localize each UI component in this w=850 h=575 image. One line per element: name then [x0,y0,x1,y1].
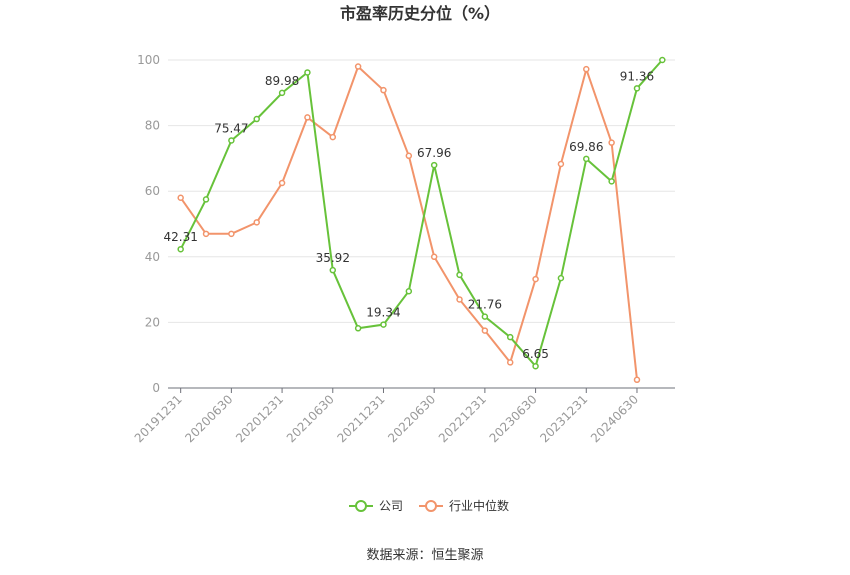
data-point [202,230,210,238]
data-point [278,179,286,187]
series-line [179,59,664,368]
data-point [532,362,539,370]
data-point [304,114,311,121]
axes: 0204060801002019123120200630202012312021… [132,53,675,445]
data-point [380,321,387,328]
data-point [481,327,489,334]
y-tick-label: 100 [137,53,160,67]
x-tick-label: 20240630 [588,392,641,445]
x-tick-label: 20231231 [537,392,590,445]
y-tick-label: 60 [145,184,160,198]
data-point [329,133,337,141]
legend-marker [425,500,437,512]
data-point [304,69,311,76]
data-label: 21.76 [468,298,502,312]
gridlines [168,59,675,323]
legend-marker [355,500,367,512]
data-point [177,245,184,253]
x-tick-label: 20201231 [233,392,286,445]
chart-title: 市盈率历史分位（%） [340,4,500,23]
data-point [583,155,590,163]
x-tick-label: 20220630 [385,392,438,445]
data-point [202,196,210,203]
source-note: 数据来源：恒生聚源 [366,548,483,563]
data-label: 19.34 [366,306,400,320]
data-label: 69.86 [569,140,603,154]
data-label: 75.47 [214,121,248,135]
data-point [557,160,565,168]
y-tick-label: 40 [145,250,160,264]
data-label: 67.96 [417,146,451,160]
data-point [177,194,184,202]
data-point [354,325,362,332]
x-tick-label: 20191231 [132,392,185,445]
data-point [557,274,565,282]
data-point [253,219,260,226]
data-point [506,333,514,341]
data-point [253,115,260,123]
data-point [608,139,615,146]
y-tick-label: 0 [152,381,160,395]
data-point [532,275,539,283]
legend: 公司 行业中位数 [349,498,509,513]
data-point [405,152,413,160]
x-tick-label: 20210630 [284,392,337,445]
data-point [228,137,235,144]
x-tick-label: 20200630 [182,392,235,445]
data-point [583,65,590,73]
series-line [179,65,638,380]
x-tick-label: 20230630 [487,392,540,445]
data-point [329,266,337,274]
data-point [633,85,641,92]
data-label: 35.92 [316,251,350,265]
data-label: 42.31 [163,230,197,244]
data-point [278,89,286,97]
x-tick-label: 20221231 [436,392,489,445]
data-point [456,296,463,303]
legend-label: 行业中位数 [449,498,509,513]
data-point [430,161,438,169]
data-point [405,287,413,295]
y-tick-label: 20 [145,315,160,329]
data-point [380,86,387,94]
data-label: 6.65 [522,347,549,361]
data-point [633,376,641,384]
data-point [430,253,438,261]
data-labels: 42.31 75.47 89.98 35.92 19.34 67.96 21.76 6.65 6… [163,69,654,361]
data-point [228,230,235,238]
data-point [608,178,615,185]
data-point [659,56,666,64]
y-tick-label: 80 [145,119,160,133]
data-point [456,271,463,279]
legend-label: 公司 [379,499,403,513]
data-point [481,313,489,320]
x-tick-label: 20211231 [335,392,388,445]
data-label: 91.36 [620,69,654,83]
data-point [354,63,362,70]
data-label: 89.98 [265,74,299,88]
series-layer [177,56,666,384]
data-point [506,359,514,366]
